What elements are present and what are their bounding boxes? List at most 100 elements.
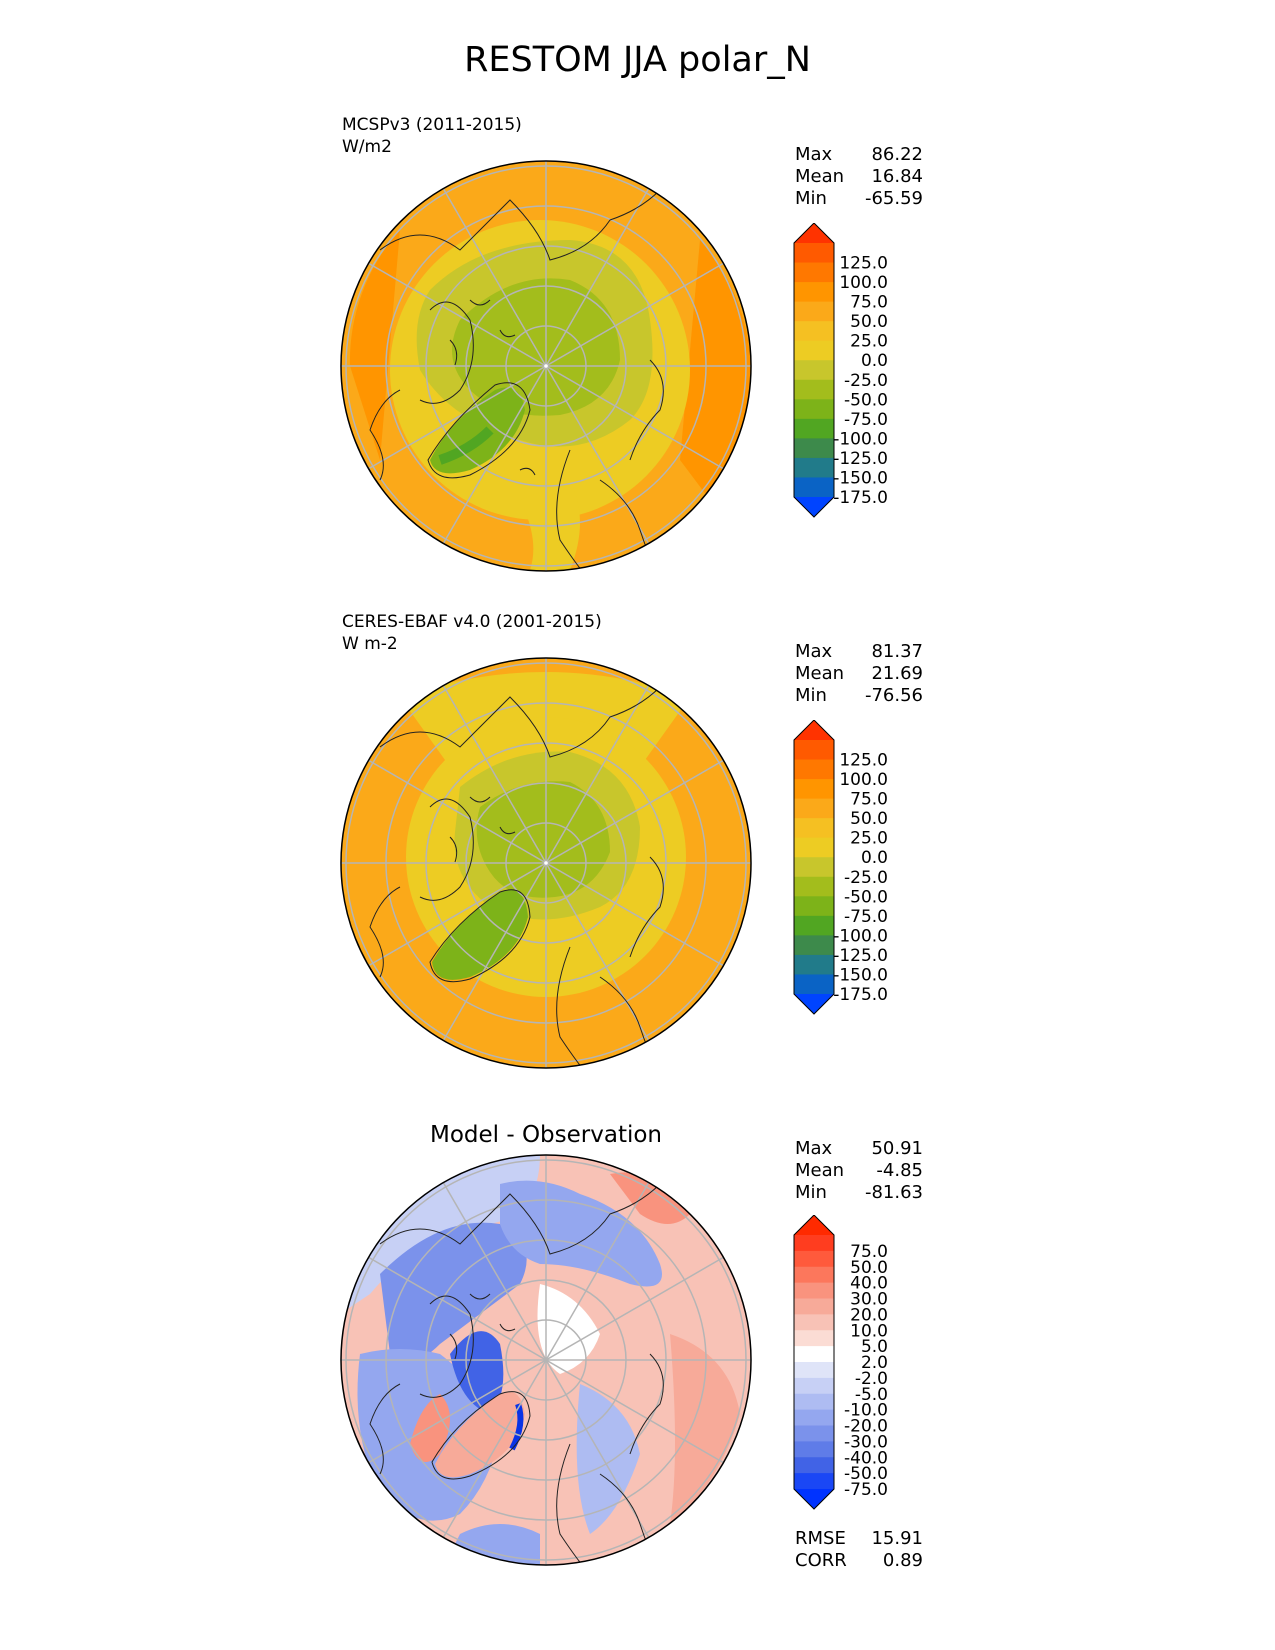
- colorbar-tick-label: -175.0: [833, 488, 888, 508]
- colorbar-band: [794, 915, 834, 936]
- stat-label: Mean: [795, 1160, 845, 1181]
- colorbar-tick-label: 75.0: [850, 1242, 888, 1262]
- colorbar-band: [794, 1346, 834, 1363]
- colorbar-tick-label: -5.0: [855, 1385, 888, 1405]
- colorbar-tick-label: -2.0: [855, 1369, 888, 1389]
- colorbar-tick-label: -25.0: [844, 868, 888, 888]
- colorbar-tick-label: 50.0: [850, 1258, 888, 1278]
- stat-value: 16.84: [871, 166, 923, 187]
- colorbar-tick-label: 50.0: [850, 809, 888, 829]
- colorbar-band: [794, 1330, 834, 1347]
- colorbar-band: [794, 1377, 834, 1395]
- colorbar-band: [794, 1425, 834, 1442]
- colorbar-model: 125.0100.075.050.025.00.0-25.0-50.0-75.0…: [793, 223, 888, 518]
- colorbar-tick-label: -100.0: [833, 926, 888, 946]
- metrics-diff: RMSE 15.91 CORR 0.89: [795, 1528, 923, 1572]
- stat-value: 86.22: [871, 144, 923, 165]
- colorbar-band: [794, 1235, 834, 1252]
- colorbar-tick-label: 75.0: [850, 293, 888, 313]
- colorbar-extend-max: [794, 223, 834, 243]
- colorbar-tick-label: -75.0: [844, 1480, 888, 1500]
- stat-label: Mean: [795, 663, 845, 684]
- colorbar-band: [794, 1266, 834, 1284]
- colorbar-band: [794, 1250, 834, 1268]
- colorbar-extend-max: [794, 720, 834, 740]
- colorbar-band: [794, 360, 834, 381]
- colorbar-tick-label: -150.0: [833, 468, 888, 488]
- colorbar-tick-label: -125.0: [833, 946, 888, 966]
- stat-label: Max: [795, 144, 833, 165]
- colorbar-obs: 125.0100.075.050.025.00.0-25.0-50.0-75.0…: [793, 720, 888, 1015]
- colorbar-outline: [793, 1215, 835, 1510]
- colorbar-extend-min: [794, 994, 834, 1014]
- metric-label: RMSE: [795, 1528, 846, 1549]
- colorbar-band: [794, 301, 834, 322]
- colorbar-band: [794, 457, 834, 478]
- colorbar-tick-label: -75.0: [844, 907, 888, 927]
- stat-value: 81.37: [871, 641, 923, 662]
- colorbar-tick-label: -50.0: [844, 1464, 888, 1484]
- colorbar-tick-label: -175.0: [833, 985, 888, 1005]
- colorbar-band: [794, 418, 834, 439]
- panel-title-diff: Model - Observation: [429, 1122, 663, 1148]
- stat-label: Min: [795, 685, 827, 706]
- metric-value: 15.91: [871, 1528, 923, 1549]
- colorbar-tick-label: -50.0: [844, 390, 888, 410]
- colorbar-tick-label: -20.0: [844, 1417, 888, 1437]
- colorbar-band: [794, 1314, 834, 1331]
- colorbar-tick-label: 0.0: [861, 848, 888, 868]
- colorbar-extend-min: [794, 1489, 834, 1509]
- colorbar-band: [794, 837, 834, 858]
- colorbar-band: [794, 798, 834, 819]
- colorbar-band: [794, 1282, 834, 1299]
- colorbar-tick-label: -75.0: [844, 410, 888, 430]
- map-model: [340, 160, 752, 572]
- colorbar-band: [794, 399, 834, 420]
- colorbar-band: [794, 1393, 834, 1411]
- colorbar-diff: 75.050.040.030.020.010.05.02.0-2.0-5.0-1…: [793, 1215, 888, 1510]
- stat-value: 50.91: [871, 1138, 923, 1159]
- colorbar-band: [794, 896, 834, 917]
- stats-diff: Max 50.91 Mean -4.85 Min -81.63: [795, 1138, 923, 1204]
- colorbar-band: [794, 282, 834, 303]
- stat-label: Mean: [795, 166, 845, 187]
- colorbar-tick-label: 30.0: [850, 1290, 888, 1310]
- colorbar-tick-label: -150.0: [833, 965, 888, 985]
- panel-label-model: MCSPv3 (2011-2015): [342, 115, 522, 135]
- colorbar-band: [794, 818, 834, 839]
- colorbar-band: [794, 759, 834, 780]
- colorbar-band: [794, 954, 834, 975]
- colorbar-band: [794, 740, 834, 761]
- colorbar-extend-min: [794, 497, 834, 517]
- colorbar-band: [794, 779, 834, 800]
- colorbar-band: [794, 1441, 834, 1458]
- stat-value: -65.59: [864, 188, 923, 209]
- colorbar-tick-label: 100.0: [839, 273, 888, 293]
- colorbar-tick-label: 25.0: [850, 829, 888, 849]
- colorbar-band: [794, 1409, 834, 1426]
- colorbar-extend-max: [794, 1215, 834, 1235]
- colorbar-band: [794, 876, 834, 897]
- colorbar-band: [794, 1298, 834, 1315]
- figure-title: RESTOM JJA polar_N: [464, 40, 811, 80]
- stat-label: Min: [795, 1182, 827, 1203]
- colorbar-tick-label: 5.0: [861, 1337, 888, 1357]
- colorbar-tick-label: 125.0: [839, 254, 888, 274]
- colorbar-outline: [793, 720, 835, 1015]
- colorbar-tick-label: -30.0: [844, 1432, 888, 1452]
- panel-label-obs: CERES-EBAF v4.0 (2001-2015): [342, 612, 602, 632]
- stat-label: Min: [795, 188, 827, 209]
- colorbar-tick-label: -10.0: [844, 1401, 888, 1421]
- colorbar-band: [794, 974, 834, 995]
- colorbar-tick-label: -25.0: [844, 371, 888, 391]
- colorbar-tick-label: 20.0: [850, 1305, 888, 1325]
- colorbar-tick-label: -125.0: [833, 449, 888, 469]
- metric-value: 0.89: [882, 1550, 923, 1571]
- colorbar-band: [794, 935, 834, 956]
- colorbar-tick-label: 10.0: [850, 1321, 888, 1341]
- stat-value: 21.69: [871, 663, 923, 684]
- colorbar-tick-label: 40.0: [850, 1274, 888, 1294]
- colorbar-tick-label: 75.0: [850, 790, 888, 810]
- colorbar-tick-label: 125.0: [839, 751, 888, 771]
- colorbar-band: [794, 857, 834, 878]
